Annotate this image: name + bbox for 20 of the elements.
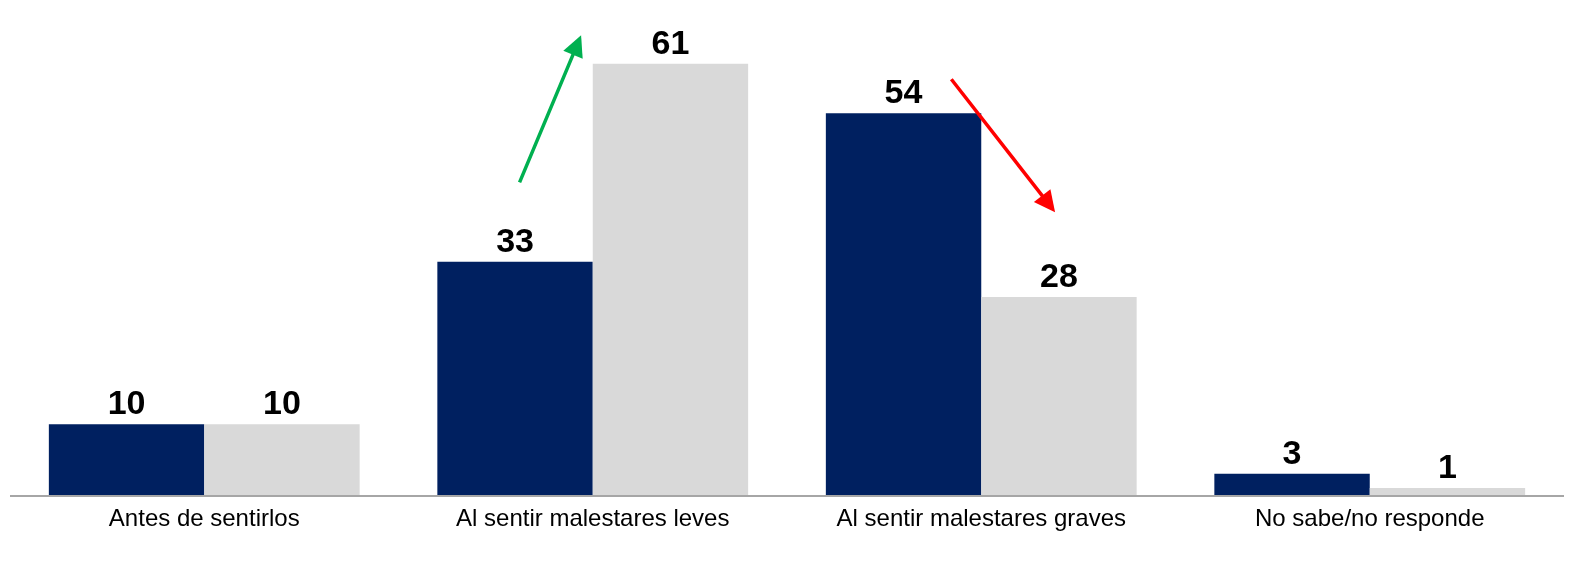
bar xyxy=(825,113,982,495)
x-tick-label: Al sentir malestares leves xyxy=(456,503,730,531)
data-label: 10 xyxy=(263,383,301,422)
x-tick-label: No sabe/no responde xyxy=(1255,503,1485,531)
bar xyxy=(437,261,593,495)
x-tick-label: Antes de sentirlos xyxy=(108,503,300,531)
data-label: 3 xyxy=(1282,432,1302,471)
bar xyxy=(48,424,205,495)
bar xyxy=(1369,487,1526,495)
data-label: 54 xyxy=(884,72,923,111)
data-label: 10 xyxy=(107,383,146,422)
bar xyxy=(1214,473,1370,495)
bar xyxy=(981,297,1137,495)
data-label: 1 xyxy=(1437,446,1457,485)
x-tick-label: Al sentir malestares graves xyxy=(836,503,1126,531)
bar xyxy=(592,63,749,495)
data-label: 33 xyxy=(496,220,534,259)
data-label: 28 xyxy=(1040,256,1078,294)
data-label: 61 xyxy=(651,22,690,61)
bar xyxy=(204,424,360,495)
